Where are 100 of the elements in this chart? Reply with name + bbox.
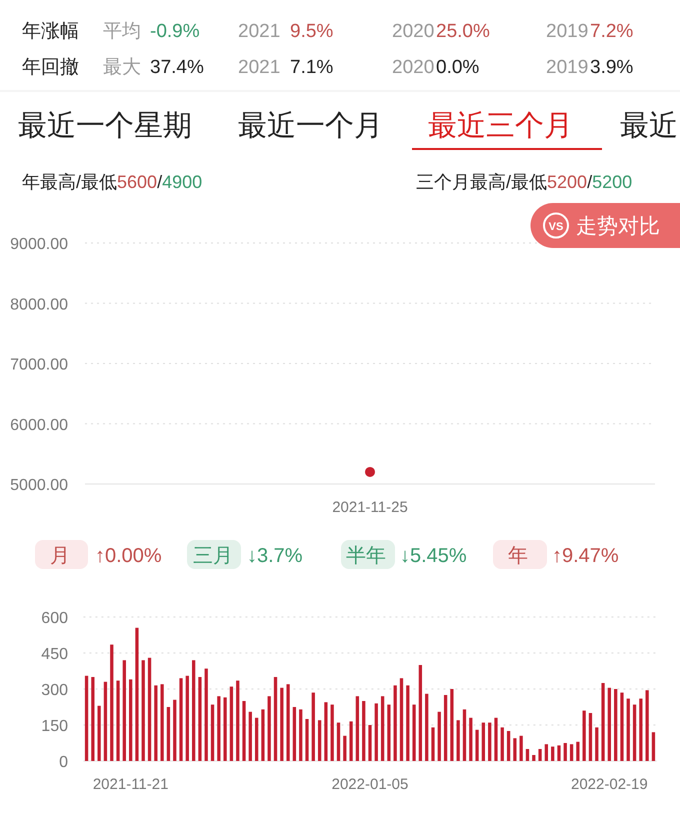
y-tick-label: 6000.00 — [10, 416, 68, 434]
bar — [242, 701, 246, 761]
bar — [286, 684, 290, 761]
bar — [91, 677, 94, 761]
text: 三月 — [193, 545, 233, 567]
y-tick-label: 0 — [59, 754, 68, 771]
bar — [438, 712, 441, 761]
x-tick-label: 2021-11-21 — [92, 776, 168, 793]
y-tick-label: 8000.00 — [10, 296, 68, 314]
bar — [166, 707, 170, 761]
bar — [343, 736, 346, 761]
text: -0.9% — [150, 21, 200, 42]
bar — [462, 709, 466, 761]
y-tick-label: 5000.00 — [10, 477, 68, 494]
text: 最近三个月 — [428, 110, 573, 142]
bar — [444, 695, 448, 761]
bar — [154, 685, 158, 761]
text: 5600 — [117, 172, 158, 192]
text: 最近一个月 — [238, 110, 383, 142]
text: 年涨幅 — [22, 21, 79, 42]
bar — [84, 676, 88, 761]
text: / — [157, 172, 162, 192]
bar — [482, 722, 486, 761]
y-tick-label: 150 — [41, 718, 68, 735]
bar — [312, 692, 315, 761]
text: 3.9% — [590, 57, 634, 78]
text: 5200 — [547, 172, 588, 192]
text: 最近一个星期 — [18, 110, 192, 142]
bar — [98, 706, 101, 761]
bar — [204, 668, 208, 761]
bar — [595, 727, 598, 761]
bar — [544, 744, 548, 761]
bar — [318, 720, 322, 761]
text: 三个月最高/最低 — [416, 172, 548, 192]
bar — [500, 727, 504, 761]
bar — [368, 725, 372, 761]
bar — [570, 744, 574, 761]
text: 平均 — [103, 21, 141, 42]
bar — [122, 660, 126, 761]
bar — [210, 704, 214, 761]
bar — [349, 721, 353, 761]
bar — [380, 696, 384, 761]
text: ↓5.45% — [400, 545, 467, 567]
bar — [576, 742, 580, 761]
x-tick-label: 2022-01-05 — [332, 776, 408, 793]
bar — [488, 722, 492, 761]
bar — [236, 680, 240, 761]
bar — [532, 755, 536, 761]
bar — [223, 697, 227, 761]
bar — [526, 749, 530, 761]
text: ↑0.00% — [95, 545, 162, 567]
bar — [506, 731, 510, 761]
text: VS — [548, 221, 564, 233]
bar — [620, 692, 624, 761]
text: 2020 — [392, 57, 434, 78]
bar — [646, 690, 649, 761]
bar — [513, 738, 517, 761]
bar — [217, 696, 220, 761]
bar — [135, 628, 139, 761]
bar — [475, 730, 479, 761]
bar — [173, 700, 176, 761]
bar — [230, 686, 234, 761]
bar — [582, 710, 586, 761]
bar — [305, 719, 309, 761]
text: 25.0% — [436, 21, 490, 42]
bar — [394, 685, 397, 761]
bar — [274, 677, 278, 761]
text: 4900 — [162, 172, 202, 192]
text: ↑9.47% — [552, 545, 619, 567]
bar — [450, 689, 454, 761]
bar — [148, 658, 152, 761]
y-tick-label: 600 — [41, 610, 68, 627]
bar — [186, 676, 189, 761]
text: 月 — [50, 545, 70, 567]
bar — [160, 684, 164, 761]
y-tick-label: 7000.00 — [10, 356, 68, 374]
bar — [280, 688, 284, 761]
text: 年 — [508, 545, 528, 567]
bar — [179, 678, 183, 761]
text: 年回撤 — [22, 57, 79, 78]
text: 9.5% — [290, 21, 334, 42]
text: ↓3.7% — [247, 545, 303, 567]
bar — [198, 677, 202, 761]
bar — [142, 660, 145, 761]
bar — [356, 696, 360, 761]
bar — [564, 743, 567, 761]
bar — [425, 694, 428, 761]
bar — [639, 698, 642, 761]
text: 7.1% — [290, 57, 334, 78]
text: 最大 — [103, 57, 141, 78]
bar — [292, 707, 296, 761]
bar — [601, 683, 605, 761]
bar — [538, 749, 542, 761]
bar — [330, 704, 334, 761]
y-tick-label: 450 — [41, 646, 68, 663]
bar — [374, 703, 378, 761]
text: 5200 — [592, 172, 632, 192]
text: 0.0% — [436, 57, 480, 78]
text: 37.4% — [150, 57, 204, 78]
bar — [608, 688, 611, 761]
